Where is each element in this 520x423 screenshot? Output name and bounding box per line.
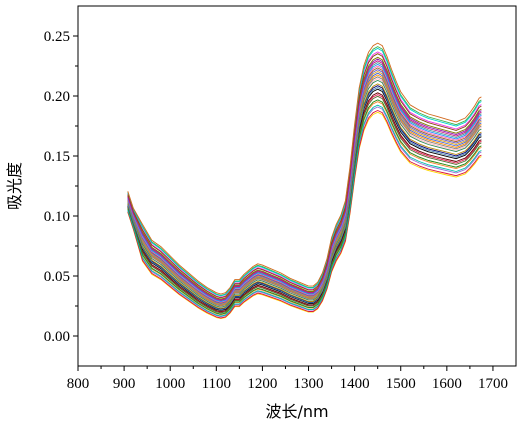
y-tick-label: 0.05 xyxy=(44,269,70,285)
x-axis: 800 900 1000 1100 1200 1300 1400 1500 1600 1700 xyxy=(67,366,508,392)
spectrum-line xyxy=(127,83,482,309)
plot-frame xyxy=(77,5,517,367)
y-axis: 0.00 0.05 0.10 0.15 0.20 0.25 xyxy=(44,29,78,345)
x-tick-label: 1700 xyxy=(478,376,508,392)
x-tick-label: 1500 xyxy=(386,376,416,392)
spectrum-line xyxy=(127,92,482,313)
spectrum-line xyxy=(127,87,482,311)
spectrum-line xyxy=(127,42,482,295)
spectrum-line xyxy=(127,62,482,302)
spectrum-line xyxy=(127,110,482,319)
y-tick-label: 0.25 xyxy=(44,29,70,45)
y-axis-label: 吸光度 xyxy=(5,162,24,210)
spectrum-line xyxy=(127,79,482,308)
spectrum-line xyxy=(127,69,482,304)
x-axis-label: 波长/nm xyxy=(265,402,328,421)
y-tick-label: 0.10 xyxy=(44,209,70,225)
y-tick-label: 0.00 xyxy=(44,329,70,345)
spectrum-line xyxy=(127,60,482,301)
y-tick-label: 0.15 xyxy=(44,149,70,165)
spectrum-line xyxy=(127,95,482,314)
spectrum-line xyxy=(127,76,482,307)
spectrum-line xyxy=(127,101,482,316)
x-tick-label: 1100 xyxy=(202,376,231,392)
spectrum-line xyxy=(127,47,482,297)
x-tick-label: 800 xyxy=(67,376,90,392)
spectrum-line xyxy=(127,99,482,315)
x-tick-label: 1200 xyxy=(247,376,277,392)
spectrum-line xyxy=(127,71,482,305)
x-tick-label: 1000 xyxy=(155,376,185,392)
spectrum-line xyxy=(127,63,482,303)
x-tick-label: 1300 xyxy=(294,376,324,392)
spectrum-line xyxy=(127,56,482,300)
x-tick-label: 1400 xyxy=(340,376,370,392)
spectrum-line xyxy=(127,104,482,317)
spectrum-line xyxy=(127,51,482,298)
x-tick-label: 1600 xyxy=(432,376,462,392)
y-tick-label: 0.20 xyxy=(44,89,70,105)
spectrum-line xyxy=(127,53,482,299)
spectrum-line xyxy=(127,58,482,301)
spectra-lines xyxy=(127,42,482,320)
x-tick-label: 900 xyxy=(113,376,136,392)
